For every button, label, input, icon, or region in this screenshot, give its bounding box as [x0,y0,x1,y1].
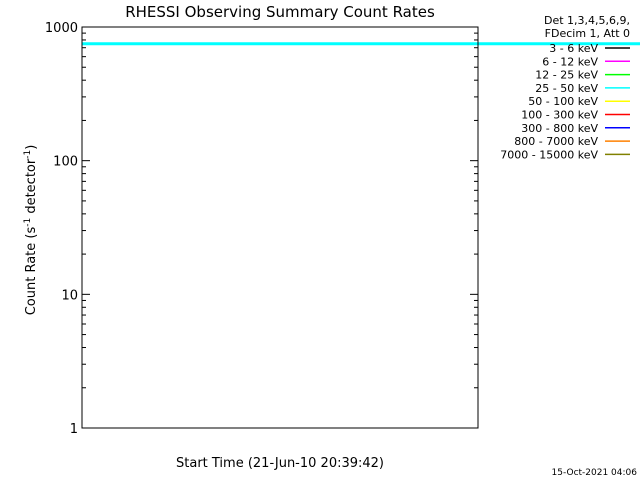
y-axis-label: Count Rate (s-1 detector-1) [23,145,39,316]
legend-entry-label: 25 - 50 keV [535,82,598,95]
y-tick-label: 10 [61,288,78,303]
legend-header: FDecim 1, Att 0 [545,27,630,40]
legend-entry-label: 6 - 12 keV [542,55,598,68]
chart-title: RHESSI Observing Summary Count Rates [125,3,435,21]
legend-entry-label: 50 - 100 keV [528,95,598,108]
x-axis-label: Start Time (21-Jun-10 20:39:42) [176,456,384,471]
legend-header: Det 1,3,4,5,6,9, [544,14,630,27]
legend-entry-label: 12 - 25 keV [535,69,598,82]
y-tick-label: 1000 [45,21,78,36]
axes: 110100100020:4521:0021:1521:3021:4522:00… [45,21,479,437]
y-tick-label: 100 [53,155,78,170]
legend-entry-label: 800 - 7000 keV [514,135,598,148]
plot-frame [81,26,479,429]
legend-entry-label: 7000 - 15000 keV [500,148,598,161]
legend: Det 1,3,4,5,6,9,FDecim 1, Att 0 3 - 6 keV… [500,14,630,161]
legend-entry-label: 100 - 300 keV [521,109,598,122]
legend-entry-label: 300 - 800 keV [521,122,598,135]
y-tick-label: 1 [70,422,78,437]
legend-entry-label: 3 - 6 keV [549,42,598,55]
timestamp: 15-Oct-2021 04:06 [552,468,638,478]
